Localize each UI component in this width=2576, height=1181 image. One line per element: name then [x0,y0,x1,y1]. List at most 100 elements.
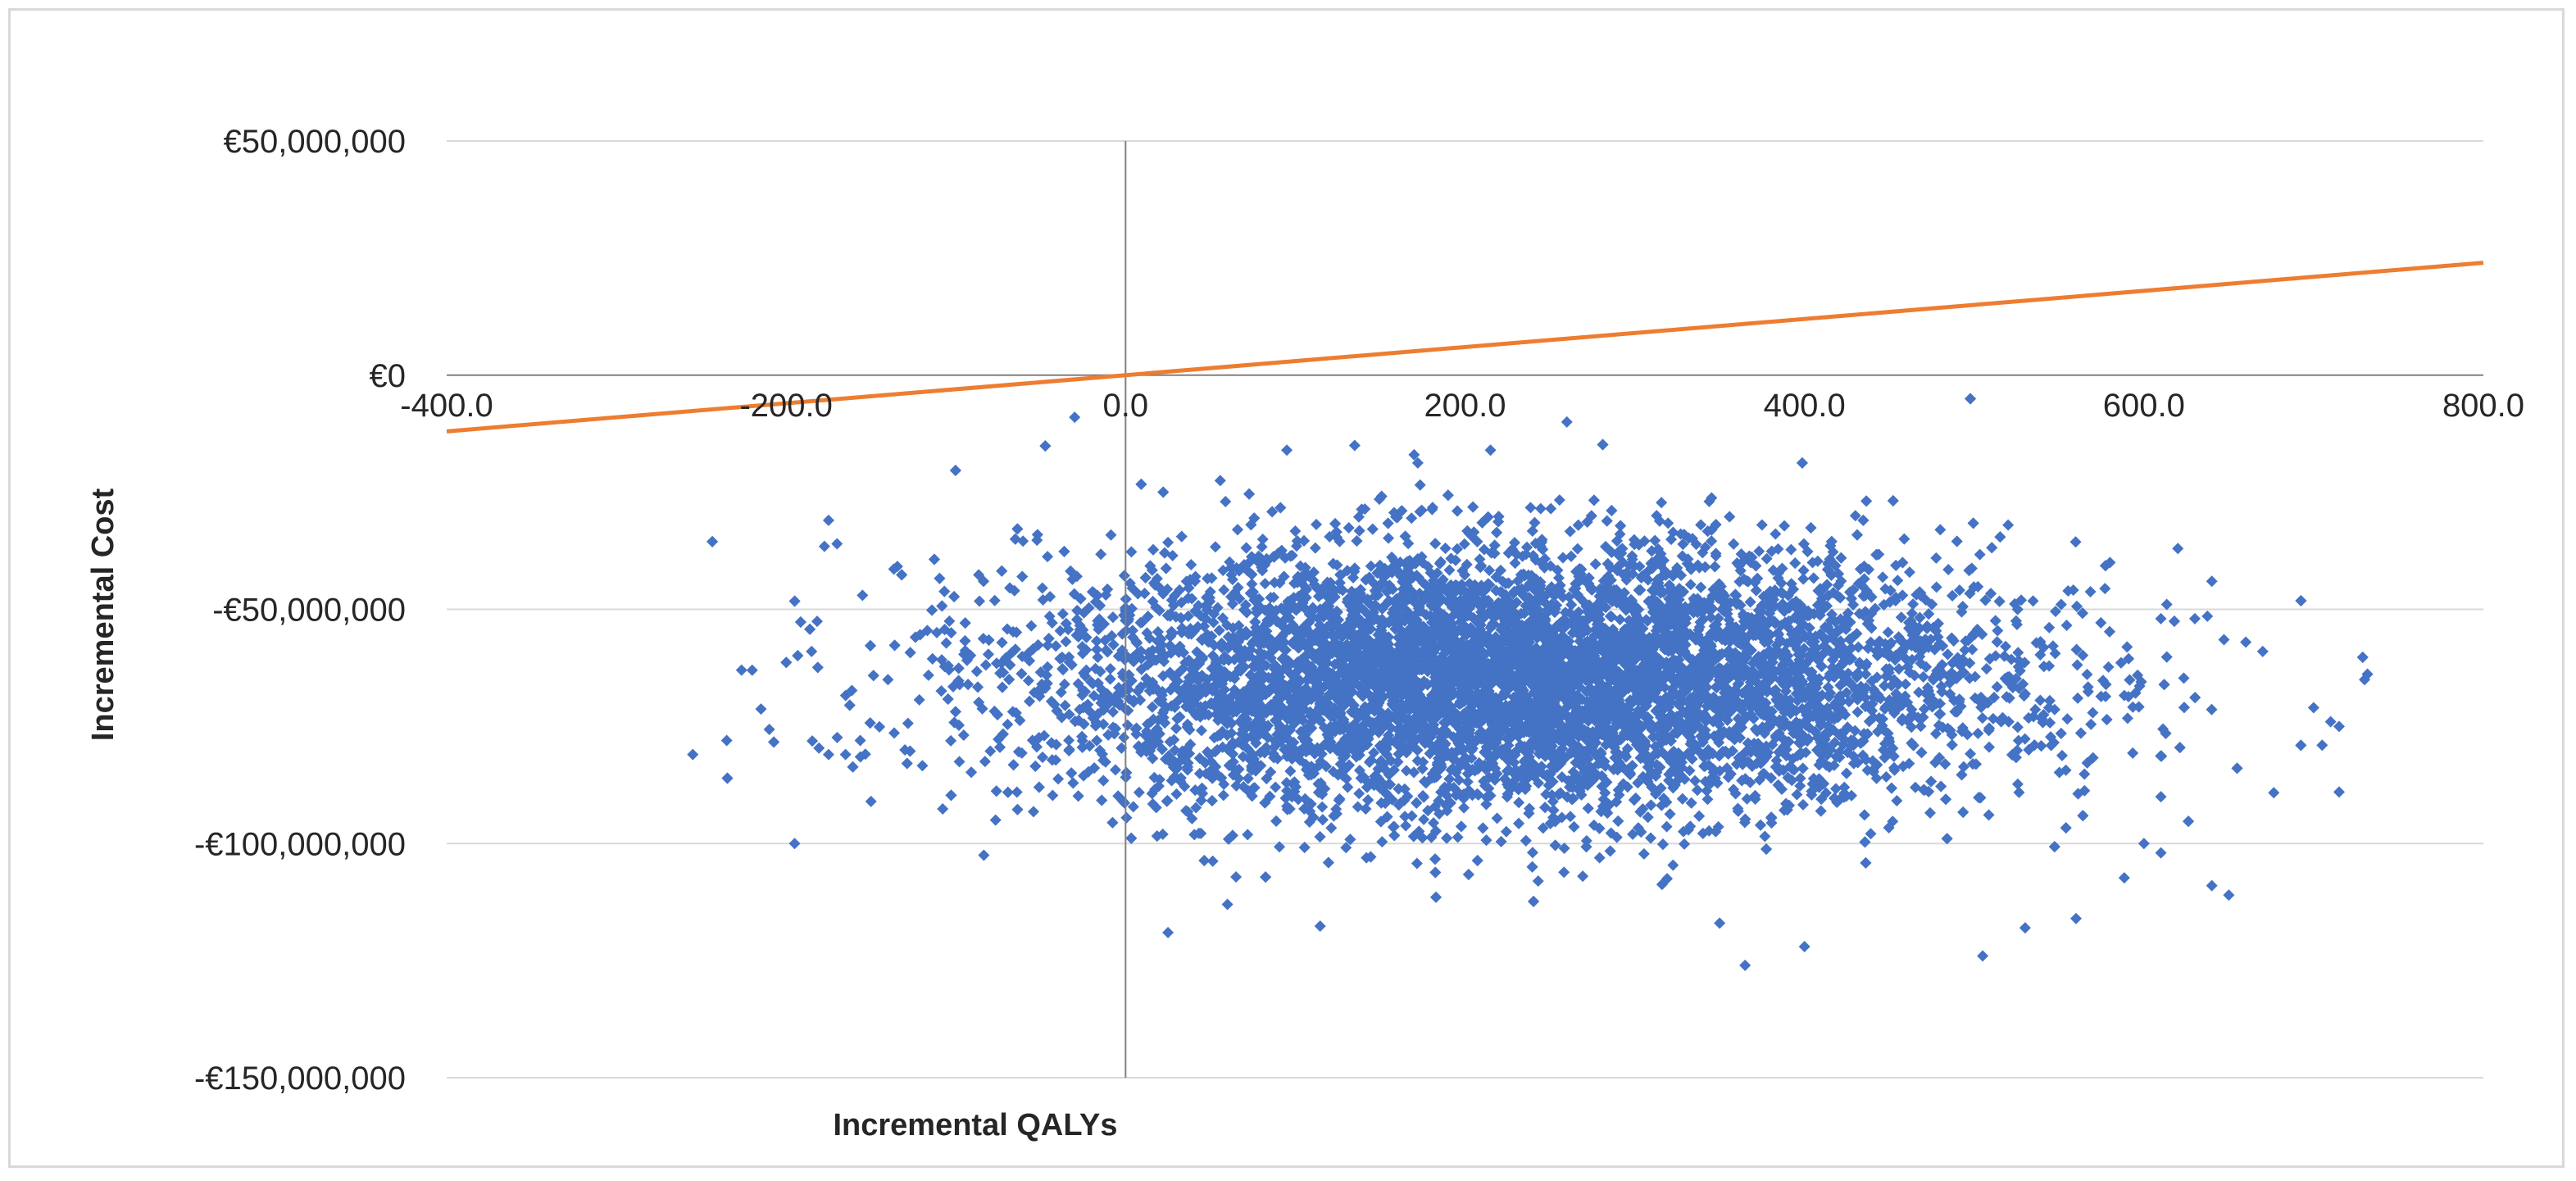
scatter-point-1302 [1274,841,1286,853]
scatter-point-1205 [979,756,991,768]
scatter-point-1271 [1794,779,1806,792]
chart-frame [8,8,2565,1168]
scatter-point-4795 [1042,551,1054,563]
scatter-point-4944 [1036,582,1048,594]
scatter-point-677 [2019,733,2031,745]
scatter-point-4931 [1270,781,1282,793]
scatter-point-4929 [1133,786,1145,798]
scatter-point-928 [2034,694,2047,706]
scatter-point-4922 [1383,532,1395,544]
scatter-point-354 [818,540,830,552]
scatter-point-548 [1060,635,1072,647]
scatter-point-900 [1314,920,1326,933]
scatter-point-67 [1052,773,1065,785]
scatter-point-2 [1976,712,1988,724]
scatter-point-189 [1785,543,1797,556]
scatter-point-849 [888,727,901,739]
scatter-point-862 [1400,820,1412,832]
scatter-point-745 [1443,564,1456,576]
scatter-point-631 [1656,497,1668,509]
scatter-point-4886 [1532,874,1544,887]
scatter-point-198 [1325,822,1338,834]
scatter-point-795 [2030,637,2042,649]
scatter-point-410 [1537,822,1549,834]
scatter-point-253 [755,703,767,715]
scatter-point-919 [989,814,1002,826]
scatter-point-596 [1937,640,1949,652]
scatter-point-870 [1838,781,1851,793]
scatter-point-4772 [1662,517,1674,529]
scatter-point-4946 [1760,552,1773,565]
scatter-point-1047 [2127,747,2139,759]
scatter-point-53 [1983,809,1995,821]
scatter-point-1073 [922,669,934,681]
scatter-point-244 [1218,584,1230,596]
scatter-point-954 [813,742,825,754]
scatter-point-4987 [1794,772,1806,784]
scatter-point-499 [2178,672,2190,684]
scatter-point-940 [1121,719,1134,731]
scatter-point-754 [984,745,997,757]
scatter-point-4982 [1684,579,1697,591]
scatter-point-960 [1309,542,1321,554]
scatter-point-404 [1907,598,1920,611]
scatter-point-904 [1027,806,1039,818]
scatter-point-333 [1966,643,1979,656]
scatter-point-665 [1190,802,1202,814]
scatter-point-1214 [1105,529,1117,541]
scatter-point-4884 [1150,802,1162,814]
scatter-point-566 [953,756,965,768]
scatter-point-385 [2160,598,2173,611]
scatter-point-1196 [1880,770,1892,783]
scatter-point-834 [2043,621,2056,634]
scatter-point-360 [1900,678,1912,690]
scatter-point-992 [945,734,957,747]
scatter-point-1264 [1882,626,1894,638]
scatter-point-909 [1545,502,1557,515]
scatter-point-1045 [1779,520,1791,532]
scatter-point-313 [1324,530,1336,543]
scatter-point-747 [888,563,900,575]
scatter-point-106 [1851,706,1864,718]
scatter-point-250 [1352,801,1364,813]
scatter-point-4798 [1915,720,1927,733]
scatter-point-174 [1022,675,1034,687]
scatter-point-377 [1376,836,1388,848]
scatter-point-4804 [1552,572,1565,584]
scatter-point-395 [1858,809,1870,821]
scatter-point-846 [1903,566,1915,579]
scatter-point-1079 [1259,578,1271,590]
scatter-point-249 [2013,786,2025,798]
scatter-point-1098 [1526,847,1538,859]
scatter-point-1106 [1558,842,1570,854]
scatter-point-305 [1170,788,1183,800]
scatter-point-4863 [1667,526,1679,538]
scatter-point-298 [1206,855,1219,867]
scatter-point-894 [1353,765,1365,777]
scatter-point-4930 [1418,791,1430,803]
scatter-point-341 [2206,703,2218,715]
scatter-point-793 [1898,533,1910,545]
scatter-point-509 [1972,727,1984,739]
scatter-point-176 [1002,718,1014,730]
scatter-point-1051 [943,615,956,627]
scatter-point-478 [1044,590,1056,602]
scatter-point-971 [1759,830,1771,843]
scatter-point-4787 [1388,820,1400,833]
scatter-point-853 [1401,765,1413,777]
scatter-point-107 [1246,578,1258,590]
scatter-points [687,393,2374,971]
scatter-point-4843 [1571,543,1583,555]
scatter-point-403 [2087,706,2099,719]
scatter-point-1105 [2055,598,2067,611]
scatter-point-555 [1509,557,1521,570]
scatter-point-579 [1054,625,1066,637]
scatter-point-801 [1524,502,1537,514]
scatter-point-448 [1104,662,1116,675]
scatter-point-529 [1226,574,1238,586]
scatter-point-4990 [2087,752,2099,764]
scatter-point-1091 [916,760,929,772]
scatter-point-330 [1865,828,1877,840]
scatter-point-1029 [1220,495,1232,507]
scatter-point-317 [2061,713,2074,725]
